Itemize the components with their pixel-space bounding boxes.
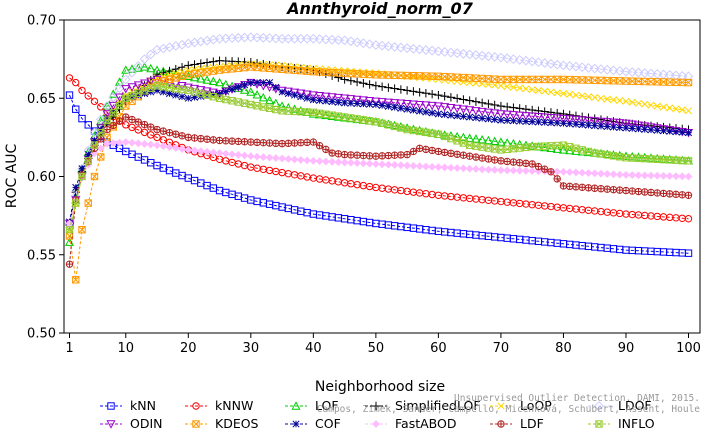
legend-label: ODIN — [130, 416, 163, 431]
series-layer — [64, 32, 694, 284]
series-ldf — [65, 113, 693, 268]
legend-label: kNN — [130, 398, 156, 413]
x-tick-label: 60 — [430, 341, 447, 356]
legend-label: LOF — [315, 398, 339, 413]
series-knnw — [65, 74, 693, 223]
y-tick-label: 0.50 — [27, 327, 56, 342]
legend-item-simplifiedlof: SimplifiedLOF — [365, 398, 481, 413]
x-tick-label: 90 — [618, 341, 635, 356]
y-tick-label: 0.70 — [27, 14, 56, 29]
legend-label: INFLO — [618, 416, 655, 431]
watermark-authors: Campos, Zimek, Sander, Campello, Micenko… — [317, 404, 700, 415]
series-markers-knn — [65, 91, 693, 257]
x-tick-label: 70 — [493, 341, 510, 356]
legend-label: LDOF — [618, 398, 652, 413]
legend-item-odin: ODIN — [100, 416, 163, 431]
y-tick-label: 0.65 — [27, 92, 56, 107]
x-tick-label: 50 — [368, 341, 385, 356]
y-axis-label: ROC AUC — [4, 143, 20, 208]
legend-label: LoOP — [520, 398, 552, 413]
legend-item-fastabod: FastABOD — [365, 416, 457, 431]
legend-item-ldof: LDOF — [588, 398, 652, 413]
x-tick-label: 30 — [243, 341, 260, 356]
series-knn — [65, 91, 693, 257]
legend-label: COF — [315, 416, 341, 431]
series-markers-ldf — [65, 113, 693, 268]
series-kdeos — [65, 63, 693, 284]
x-axis-label: Neighborhood size — [315, 379, 445, 395]
x-axis-ticks: 1 10 20 30 40 50 60 70 80 90 100 — [65, 333, 701, 356]
series-markers-knnw — [65, 74, 693, 223]
legend-item-knnw: kNNW — [185, 398, 253, 413]
y-axis-ticks: 0.50 0.55 0.60 0.65 0.70 — [27, 14, 64, 342]
legend-label: FastABOD — [395, 416, 457, 431]
x-tick-label: 10 — [117, 341, 134, 356]
watermark-citation: Unsupervised Outlier Detection. DAMI, 20… — [454, 393, 700, 404]
legend-label: LDF — [520, 416, 544, 431]
legend: kNN kNNW LOF SimplifiedLOF LoOP LDOF ODIN KDEOS… — [100, 398, 655, 431]
x-tick-label: 100 — [676, 341, 701, 356]
legend-item-lof: LOF — [285, 398, 339, 413]
x-tick-label: 1 — [65, 341, 73, 356]
legend-label: kNNW — [215, 398, 253, 413]
x-tick-label: 40 — [305, 341, 322, 356]
series-line-loop — [69, 63, 689, 232]
series-inflo — [65, 82, 693, 234]
legend-item-ldf: LDF — [490, 416, 544, 431]
series-markers-fastabod — [65, 138, 693, 228]
series-fastabod — [65, 138, 693, 228]
legend-item-knn: kNN — [100, 398, 156, 413]
legend-item-inflo: INFLO — [588, 416, 655, 431]
x-tick-label: 20 — [180, 341, 197, 356]
legend-item-loop: LoOP — [490, 398, 552, 413]
legend-item-kdeos: KDEOS — [185, 416, 259, 431]
legend-label: KDEOS — [215, 416, 259, 431]
legend-label: SimplifiedLOF — [395, 398, 481, 413]
y-tick-label: 0.60 — [27, 170, 56, 185]
x-tick-label: 80 — [555, 341, 572, 356]
series-markers-inflo — [65, 82, 693, 234]
plot-area-frame — [63, 19, 701, 334]
series-markers-kdeos — [65, 63, 693, 284]
y-tick-label: 0.55 — [27, 248, 56, 263]
chart-title: Annthyroid_norm_07 — [285, 0, 474, 18]
legend-item-cof: COF — [285, 416, 341, 431]
